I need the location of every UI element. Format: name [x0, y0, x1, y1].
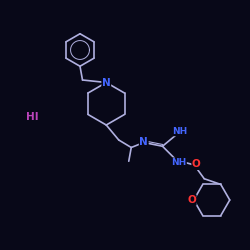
Text: O: O	[192, 160, 200, 170]
Text: N: N	[140, 138, 148, 147]
Text: HI: HI	[26, 112, 39, 122]
Text: NH: NH	[172, 127, 188, 136]
Text: NH: NH	[171, 158, 186, 167]
Text: O: O	[188, 195, 196, 205]
Text: N: N	[102, 78, 110, 88]
